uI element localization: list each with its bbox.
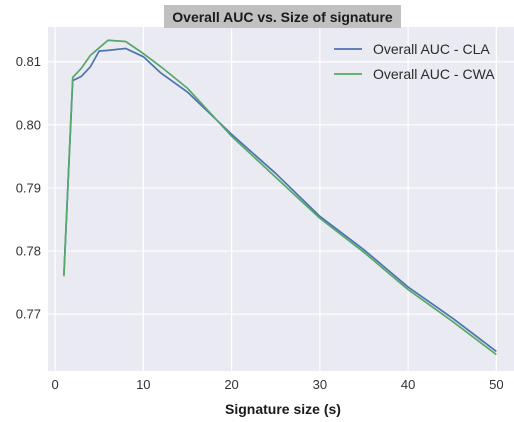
chart-title-box: Overall AUC vs. Size of signature (164, 5, 401, 28)
x-tick-label: 0 (51, 377, 58, 392)
chart-title: Overall AUC vs. Size of signature (172, 8, 393, 25)
y-tick-label: 0.79 (16, 180, 41, 195)
tick-labels: 0 10 20 30 40 50 0.77 0.78 0.79 0.80 0.81 (16, 54, 504, 392)
legend: Overall AUC - CLA Overall AUC - CWA (334, 41, 495, 82)
y-tick-label: 0.81 (16, 54, 41, 69)
series-lines (63, 39, 497, 356)
series-line-cla (63, 47, 497, 353)
legend-label-cwa: Overall AUC - CWA (373, 66, 495, 82)
x-tick-label: 20 (224, 377, 238, 392)
gridlines (48, 27, 514, 371)
y-tick-label: 0.77 (16, 307, 41, 322)
x-tick-label: 50 (489, 377, 503, 392)
x-axis-label: Signature size (s) (225, 401, 341, 417)
series-line-cwa (63, 39, 497, 356)
x-tick-label: 40 (401, 377, 415, 392)
x-tick-label: 10 (136, 377, 150, 392)
y-tick-label: 0.78 (16, 244, 41, 259)
legend-label-cla: Overall AUC - CLA (373, 41, 490, 57)
x-tick-label: 30 (313, 377, 327, 392)
y-tick-label: 0.80 (16, 117, 41, 132)
